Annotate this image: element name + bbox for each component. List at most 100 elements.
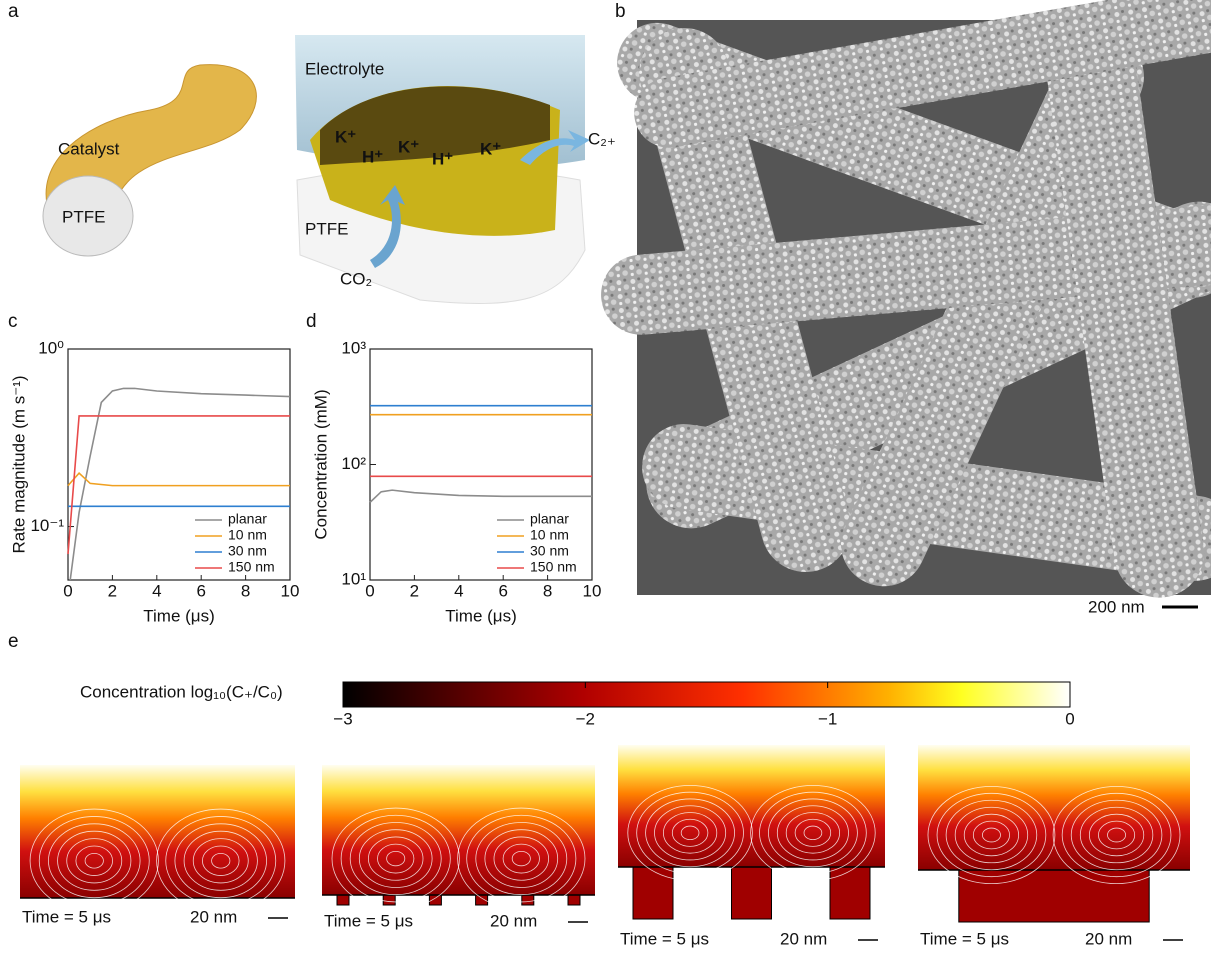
streamline — [192, 838, 249, 884]
streamline — [1052, 785, 1181, 885]
ion: K⁺ — [480, 139, 501, 158]
scale-label: 20 nm — [490, 911, 537, 930]
legend-label: 30 nm — [530, 543, 569, 559]
streamline — [202, 845, 240, 876]
ion: K⁺ — [335, 127, 356, 146]
ptfe-core — [42, 175, 134, 257]
x-axis-label: Time (μs) — [445, 606, 517, 625]
legend-label: 10 nm — [530, 527, 569, 543]
streamline — [57, 830, 132, 891]
x-tick-label: 0 — [63, 581, 72, 600]
scale-label: 200 nm — [1088, 597, 1145, 616]
colorbar-ticks: −3 −2 −1 0 — [333, 682, 1075, 728]
streamline — [1070, 799, 1163, 871]
streamline — [972, 820, 1010, 850]
time-label: Time = 5 μs — [620, 929, 709, 948]
streamline — [84, 852, 104, 869]
label: C₂₊ — [588, 129, 616, 148]
streamline — [927, 785, 1056, 885]
streamline — [349, 822, 442, 896]
streamline — [785, 812, 841, 854]
colorbar-tick-label: −2 — [576, 709, 595, 728]
simulation — [322, 765, 595, 895]
streamline — [1088, 813, 1145, 857]
x-tick-label: 8 — [241, 581, 250, 600]
streamline — [776, 805, 849, 861]
x-tick-label: 6 — [196, 581, 205, 600]
ion: H⁺ — [432, 149, 453, 168]
streamline — [386, 850, 406, 867]
arrow — [520, 130, 590, 165]
x-tick-label: 10 — [583, 581, 602, 600]
cavity — [521, 894, 535, 906]
streamline — [466, 814, 577, 903]
sem-image — [601, 0, 1211, 598]
legend-label: 150 nm — [228, 559, 275, 575]
streamline — [645, 798, 735, 868]
streamline — [1107, 827, 1127, 843]
legend-label: planar — [228, 511, 267, 527]
y-tick-label: 10¹ — [341, 569, 366, 588]
panel-label: d — [306, 311, 317, 332]
cavity — [336, 894, 350, 906]
x-tick-label: 6 — [498, 581, 507, 600]
streamline — [368, 836, 424, 881]
panel-label: e — [8, 631, 19, 652]
colorbar-label: Concentration log₁₀(C₊/C₀) — [80, 682, 283, 701]
streamline — [954, 806, 1029, 864]
streamline — [493, 836, 549, 881]
y-tick-label: 10⁰ — [38, 338, 64, 357]
colorbar-tick-label: 0 — [1065, 709, 1074, 728]
simulation — [618, 745, 885, 867]
streamline — [662, 812, 718, 854]
streamline — [377, 843, 415, 874]
y-tick-label: 10⁻¹ — [30, 516, 64, 535]
cavity — [567, 894, 581, 906]
time-label: Time = 5 μs — [22, 907, 111, 926]
streamline — [211, 852, 231, 869]
panel-label: b — [615, 1, 626, 22]
label: Catalyst — [58, 139, 120, 158]
streamline — [165, 816, 277, 906]
line — [67, 415, 290, 555]
cavity — [731, 866, 772, 920]
streamline — [48, 823, 141, 899]
time-label: Time = 5 μs — [920, 929, 1009, 948]
x-tick-label: 4 — [152, 581, 161, 600]
y-axis-label: Rate magnitude (m s⁻¹) — [9, 375, 28, 553]
simulation — [20, 765, 295, 898]
cavity — [829, 866, 871, 920]
colorbar-tick-label: −1 — [818, 709, 837, 728]
label: PTFE — [305, 219, 348, 238]
streamline — [156, 808, 286, 913]
arrow — [370, 185, 405, 268]
streamline — [475, 822, 568, 896]
streamline — [331, 807, 460, 910]
streamline — [803, 825, 823, 841]
x-tick-label: 8 — [543, 581, 552, 600]
plot-frame — [67, 348, 291, 581]
streamline — [654, 805, 727, 861]
streamline — [511, 850, 531, 867]
label: PTFE — [62, 207, 105, 226]
streamline — [502, 843, 540, 874]
x-tick-label: 0 — [365, 581, 374, 600]
colorbar-tick-label: −3 — [333, 709, 352, 728]
streamline — [340, 814, 451, 903]
streamline — [1098, 820, 1136, 850]
streamline — [174, 823, 267, 899]
label: CO₂ — [340, 269, 372, 288]
simulations: Time = 5 μs 20 nm Time = 5 μs 20 nm Time = 5… — [20, 745, 1190, 948]
streamline — [759, 791, 867, 874]
line — [67, 471, 290, 487]
panel-label: c — [8, 311, 18, 332]
streamline — [484, 829, 559, 888]
streamline — [75, 845, 113, 876]
y-tick-label: 10³ — [341, 338, 366, 357]
streamline — [680, 825, 700, 841]
streamline — [945, 799, 1038, 871]
x-tick-label: 4 — [454, 581, 463, 600]
y-axis-label: Concentration (mM) — [311, 389, 330, 539]
y-tick-label: 10² — [341, 454, 366, 473]
